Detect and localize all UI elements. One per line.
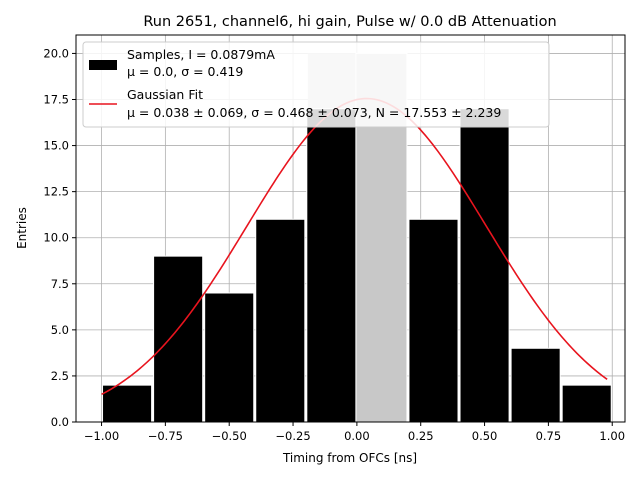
legend-box (82, 41, 550, 128)
x-tick-label: −0.75 (148, 429, 183, 443)
histogram-bar-3 (255, 218, 306, 423)
x-tick-label: 0.00 (344, 429, 370, 443)
x-axis-label: Timing from OFCs [ns] (282, 451, 417, 465)
legend-samples-line1: Samples, I = 0.0879mA (127, 47, 275, 62)
y-tick-label: 15.0 (43, 139, 69, 153)
histogram-bar-0 (102, 384, 153, 423)
chart-title: Run 2651, channel6, hi gain, Pulse w/ 0.… (143, 14, 556, 30)
y-tick-label: 17.5 (43, 93, 69, 107)
x-tick-label: 0.25 (408, 429, 434, 443)
legend-fit-line2: μ = 0.038 ± 0.069, σ = 0.468 ± 0.073, N … (127, 105, 501, 120)
histogram-bar-left-of-peak (306, 108, 357, 423)
y-tick-label: 2.5 (51, 369, 69, 383)
y-tick-label: 5.0 (51, 323, 69, 337)
histogram-bar-9 (561, 384, 612, 423)
y-tick-label: 10.0 (43, 231, 69, 245)
y-tick-label: 0.0 (51, 415, 69, 429)
legend-fit-line1: Gaussian Fit (127, 87, 203, 102)
legend-samples-line2: μ = 0.0, σ = 0.419 (127, 64, 243, 79)
y-tick-label: 20.0 (43, 46, 69, 60)
x-tick-label: 0.75 (536, 429, 562, 443)
x-tick-label: 1.00 (599, 429, 625, 443)
bars-layer (102, 52, 612, 423)
histogram-bar-2 (204, 292, 255, 423)
y-axis-label: Entries (15, 207, 29, 249)
ticks-layer: −1.00 −0.75 −0.50 −0.25 0.00 0.25 0.50 0.75 1.00… (43, 46, 625, 443)
histogram-bar-6 (408, 218, 459, 423)
plot-frame (75, 34, 626, 423)
x-tick-label: −0.50 (212, 429, 247, 443)
histogram-bar-8 (510, 347, 561, 423)
y-tick-label: 12.5 (43, 185, 69, 199)
x-tick-label: 0.50 (472, 429, 498, 443)
histogram-bar-7 (459, 108, 510, 423)
legend: Samples, I = 0.0879mA μ = 0.0, σ = 0.419… (82, 41, 550, 128)
x-tick-label: −1.00 (84, 429, 119, 443)
histogram-bar-1 (153, 255, 204, 423)
x-tick-label: −0.25 (275, 429, 310, 443)
legend-samples-swatch (89, 60, 117, 70)
y-tick-label: 7.5 (51, 277, 69, 291)
